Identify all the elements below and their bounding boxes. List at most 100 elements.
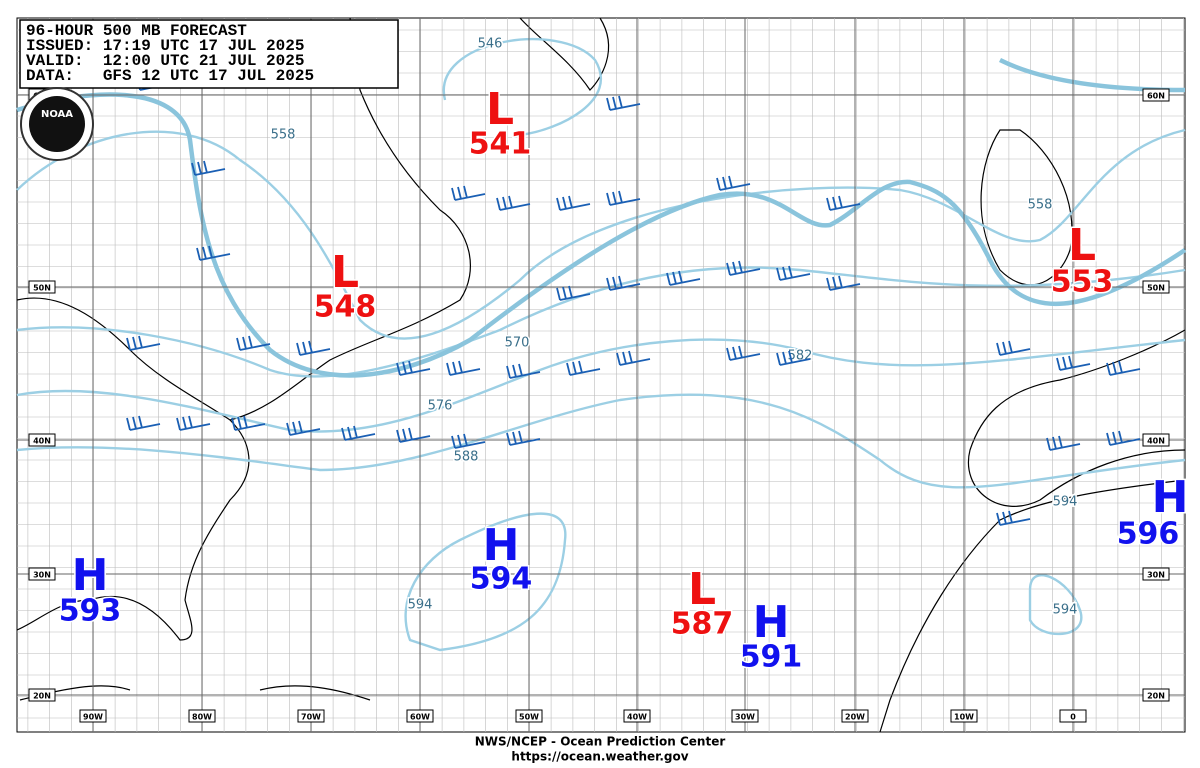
axis-label: 30N: [1147, 571, 1165, 580]
center-value: 596: [1117, 517, 1180, 552]
axis-label: 50N: [1147, 284, 1165, 293]
footer-line: NWS/NCEP - Ocean Prediction Center: [475, 735, 726, 749]
wind-barb: [176, 415, 211, 431]
wind-barb: [826, 195, 861, 211]
axis-label-box: [1142, 567, 1170, 581]
wind-barb: [606, 95, 641, 111]
center-letter: L: [1068, 220, 1096, 271]
axis-label: 50N: [33, 284, 51, 293]
axis-label-box: [188, 709, 216, 723]
axis-label-box: [79, 709, 107, 723]
axis-label: 50W: [519, 713, 539, 722]
wind-barb: [396, 360, 431, 376]
wind-barb: [286, 420, 321, 436]
wind-barb: [196, 245, 231, 261]
wind-barb: [496, 195, 531, 211]
axis-label-box: [1142, 688, 1170, 702]
wind-barb: [716, 175, 751, 191]
noaa-logo-inner: [29, 96, 85, 152]
contour-label: 594: [408, 598, 433, 613]
wind-barb: [451, 433, 486, 449]
axis-label: 30N: [33, 571, 51, 580]
axis-label-box: [406, 709, 434, 723]
wind-barb: [1106, 360, 1141, 376]
wind-barb: [1056, 355, 1091, 371]
header-line: ISSUED: 17:19 UTC 17 JUL 2025: [26, 37, 304, 55]
logo-text: NOAA: [41, 109, 73, 120]
center-value: 587: [671, 607, 734, 642]
height-contours: [16, 38, 1186, 652]
wind-barb: [506, 430, 541, 446]
wind-barb: [126, 415, 161, 431]
axis-label-box: [731, 709, 759, 723]
wind-barb: [566, 360, 601, 376]
wind-barb: [776, 265, 811, 281]
wind-barb: [826, 275, 861, 291]
wind-barb: [606, 190, 641, 206]
axis-label: 30W: [735, 713, 755, 722]
center-letter: H: [753, 597, 790, 648]
wind-barb: [1106, 430, 1141, 446]
wind-barb: [396, 427, 431, 443]
axis-label-box: [1059, 709, 1087, 723]
wind-barb: [446, 360, 481, 376]
contour-label: 594: [1053, 603, 1078, 618]
center-letter: H: [1152, 472, 1189, 523]
axis-label: 60N: [1147, 92, 1165, 101]
wind-barb: [606, 275, 641, 291]
axis-label-box: [297, 709, 325, 723]
axis-label: 40N: [33, 437, 51, 446]
center-letter: H: [483, 520, 520, 571]
axis-label: 40W: [627, 713, 647, 722]
center-letter: L: [688, 564, 716, 615]
axis-label-box: [28, 567, 56, 581]
contour-label: 558: [1028, 198, 1053, 213]
center-value: 591: [740, 640, 803, 675]
axis-label: 10W: [954, 713, 974, 722]
center-letter: L: [486, 84, 514, 135]
header-line: DATA: GFS 12 UTC 17 JUL 2025: [26, 67, 314, 85]
wind-barb: [556, 195, 591, 211]
axis-label-box: [1142, 88, 1170, 102]
map-frame: [16, 17, 1186, 733]
wind-barb: [506, 363, 541, 379]
axis-label-box: [28, 433, 56, 447]
wind-barb: [726, 260, 761, 276]
center-value: 594: [470, 562, 533, 597]
wind-barb: [776, 350, 811, 366]
wind-barb: [236, 335, 271, 351]
axis-label-box: [841, 709, 869, 723]
center-letter: L: [331, 247, 359, 298]
contour-label: 558: [271, 128, 296, 143]
wind-barb: [231, 415, 266, 431]
axis-label: 80W: [192, 713, 212, 722]
axis-label-box: [28, 688, 56, 702]
contour-label: 546: [478, 37, 503, 52]
footer-link: https://ocean.weather.gov: [511, 750, 688, 764]
wind-barb: [556, 285, 591, 301]
wind-barb: [616, 350, 651, 366]
axis-label: 90W: [83, 713, 103, 722]
wind-barb: [726, 345, 761, 361]
contour-label: 594: [1053, 495, 1078, 510]
axis-label-box: [950, 709, 978, 723]
axis-label: 0: [1070, 713, 1076, 722]
header-box: [19, 19, 399, 89]
wind-barb: [296, 340, 331, 356]
wind-barb: [996, 340, 1031, 356]
axis-label-box: [515, 709, 543, 723]
wind-barb: [666, 270, 701, 286]
wind-barb: [341, 425, 376, 441]
center-value: 593: [59, 594, 122, 629]
wind-barb: [191, 160, 226, 176]
center-letter: H: [72, 550, 109, 601]
contour-label: 576: [428, 399, 453, 414]
center-value: 553: [1051, 265, 1114, 300]
axis-label: 40N: [1147, 437, 1165, 446]
center-value: 541: [469, 127, 532, 162]
axis-label-box: [1142, 280, 1170, 294]
axis-label: 20W: [845, 713, 865, 722]
center-value: 548: [314, 290, 377, 325]
wind-barb: [1046, 435, 1081, 451]
axis-label: 70W: [301, 713, 321, 722]
